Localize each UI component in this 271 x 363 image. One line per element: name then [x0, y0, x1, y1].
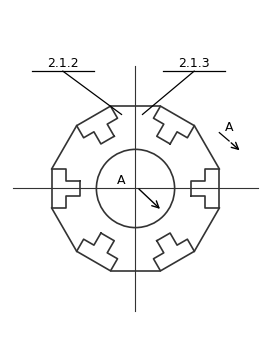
Text: 2.1.2: 2.1.2 — [47, 57, 79, 70]
Text: A: A — [225, 121, 233, 134]
Text: 2.1.3: 2.1.3 — [178, 57, 210, 70]
Text: A: A — [117, 174, 126, 187]
